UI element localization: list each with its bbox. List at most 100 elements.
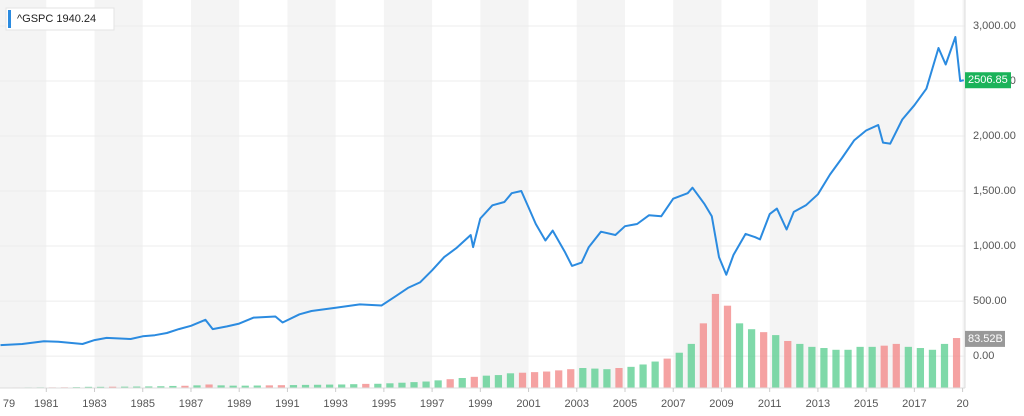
volume-bar <box>615 368 623 388</box>
volume-bar <box>398 382 406 388</box>
year-band <box>769 0 818 388</box>
volume-bar <box>157 386 165 388</box>
volume-bar <box>772 335 780 388</box>
volume-bar <box>735 323 744 388</box>
x-tick-label: 2007 <box>661 398 685 410</box>
price-line-layer <box>0 36 965 347</box>
volume-bar <box>133 386 141 388</box>
volume-bar <box>108 386 117 388</box>
volume-bar <box>241 385 249 388</box>
x-tick-label: 1989 <box>227 398 251 410</box>
volume-bar <box>386 383 394 388</box>
volume-bar <box>808 346 816 388</box>
volume-bar <box>326 384 334 388</box>
y-tick-label: 2,000.00 <box>973 130 1016 142</box>
volume-bar <box>844 349 852 388</box>
last-volume-label: 83.52B <box>968 333 1003 345</box>
volume-bar <box>856 346 864 388</box>
volume-bar <box>338 384 346 388</box>
year-band <box>190 0 240 388</box>
y-tick-label: 3,000.00 <box>973 20 1016 32</box>
volume-bar <box>121 386 129 388</box>
volume-bar <box>289 385 298 388</box>
volume-bar <box>145 386 153 388</box>
x-tick-label: 1991 <box>275 398 299 410</box>
volume-bar <box>313 384 322 388</box>
legend-name: ^GSPC <box>17 13 53 25</box>
x-tick-label: 2011 <box>758 398 782 410</box>
last-volume-tag <box>965 330 1005 347</box>
x-tick-label: 2013 <box>806 398 830 410</box>
y-tick-label: 0.00 <box>973 350 994 362</box>
volume-bar <box>494 375 503 388</box>
volume-bar <box>579 368 587 388</box>
x-tick-label: 2009 <box>709 398 733 410</box>
x-tick-label: 1981 <box>34 398 58 410</box>
x-tick-label: 1999 <box>468 398 492 410</box>
volume-bar <box>904 346 912 388</box>
volume-bar <box>760 332 768 388</box>
volume-bar <box>663 358 671 388</box>
volume-bar <box>217 385 225 388</box>
volume-bar <box>952 338 961 388</box>
volume-bar <box>193 385 201 388</box>
volume-bar <box>470 376 478 388</box>
x-tick-label: 1983 <box>82 398 106 410</box>
volume-bar <box>651 361 659 388</box>
legend-swatch <box>8 10 11 28</box>
volume-bar <box>422 381 430 388</box>
year-band <box>383 0 433 388</box>
volume-bar <box>880 345 888 388</box>
volume-bar <box>784 340 792 388</box>
legend-value: 1940.24 <box>56 13 96 25</box>
legend: ^GSPC 1940.24 <box>5 7 115 31</box>
volume-bar <box>229 385 237 388</box>
volume-bar <box>567 369 575 388</box>
volume-bar <box>940 343 949 388</box>
volume-bar <box>820 348 828 388</box>
volume-bar <box>205 384 213 388</box>
legend-box <box>5 7 115 31</box>
y-tick-label: 1,000.00 <box>973 240 1016 252</box>
y-tick-label: 500.00 <box>973 295 1007 307</box>
volume-bar <box>96 386 105 388</box>
volume-bar <box>410 382 418 388</box>
x-tick-label: 1995 <box>372 398 396 410</box>
volume-bar <box>796 343 804 388</box>
volume-bar <box>434 380 442 388</box>
volume-bar <box>482 375 490 388</box>
x-tick-label: 1993 <box>323 398 347 410</box>
volume-bar <box>591 368 599 388</box>
price-line <box>0 36 965 347</box>
x-tick-label: 20 <box>956 398 968 410</box>
x-tick-label: 79 <box>3 398 15 410</box>
volume-bar <box>627 366 635 388</box>
x-tick-label: 2015 <box>854 398 878 410</box>
grid <box>0 25 965 357</box>
x-tick-label: 2017 <box>902 398 926 410</box>
x-tick-label: 2001 <box>516 398 540 410</box>
volume-bar <box>639 364 647 388</box>
volume-bar <box>518 372 527 388</box>
volume-bar <box>506 373 515 388</box>
year-band <box>0 0 47 388</box>
volume-bar <box>169 385 177 388</box>
year-band <box>480 0 529 388</box>
legend-text: ^GSPC 1940.24 <box>17 13 96 25</box>
x-tick-label: 1997 <box>420 398 444 410</box>
year-bands <box>0 0 965 388</box>
volume-bar <box>699 323 707 388</box>
volume-bar <box>711 293 720 388</box>
axes: 79 1981 1983 1985 1987 1989 1991 1993 1995 1997 19… <box>3 20 1016 410</box>
volume-bar <box>723 305 732 388</box>
last-price-tag <box>965 72 1011 89</box>
volume-bar <box>555 370 563 388</box>
volume-bar <box>530 372 539 388</box>
volume-bar <box>675 352 683 388</box>
volume-bar <box>868 346 876 388</box>
last-price-label: 2506.85 <box>968 74 1008 86</box>
volume-bar <box>543 371 551 388</box>
year-band <box>94 0 143 388</box>
volume-bar <box>350 384 358 388</box>
